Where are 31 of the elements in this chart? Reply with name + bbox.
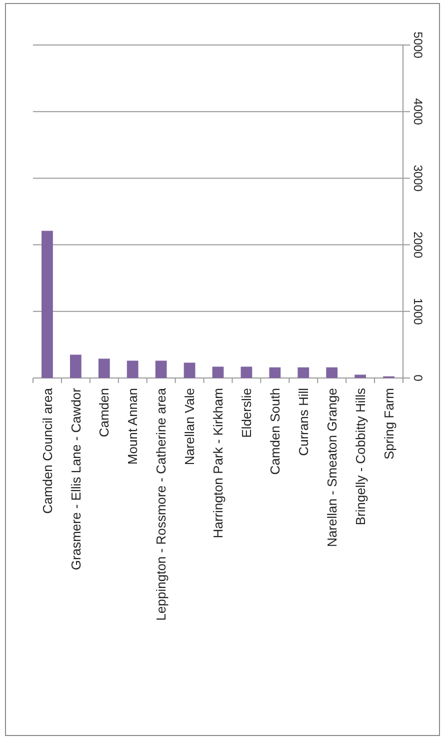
x-tick-label: Narellan Vale xyxy=(182,388,198,466)
bar xyxy=(298,367,310,378)
x-tick-label: Narellan - Smeaton Grange xyxy=(324,388,340,547)
x-tick-label: Harrington Park - Kirkham xyxy=(210,388,226,538)
bar xyxy=(98,358,110,378)
x-tick-label: Camden Council area xyxy=(40,387,55,514)
bar xyxy=(240,366,252,378)
x-tick-label: Currans Hill xyxy=(296,388,311,456)
x-tick-label: Mount Annan xyxy=(125,388,140,465)
x-tick-label: Camden South xyxy=(267,388,282,475)
x-tick-label: Spring Farm xyxy=(381,388,396,460)
bar xyxy=(354,374,366,378)
bar xyxy=(155,360,167,378)
y-tick-label: 1000 xyxy=(410,298,425,326)
x-tick-label: Camden xyxy=(96,388,112,438)
y-tick-label: 4000 xyxy=(410,98,425,126)
bar xyxy=(70,354,82,378)
bar xyxy=(269,367,281,378)
y-tick-label: 2000 xyxy=(410,231,425,258)
y-tick-label: 0 xyxy=(410,374,425,382)
y-tick-label: 5000 xyxy=(410,32,425,59)
y-tick-label: 3000 xyxy=(410,164,425,192)
x-tick-label: Bringelly - Cobbitty Hills xyxy=(352,388,368,526)
bar xyxy=(212,366,224,378)
x-tick-label: Leppington - Rossmore - Catherine area xyxy=(154,387,169,621)
bar xyxy=(126,360,138,378)
x-tick-label: Elderslie xyxy=(239,388,254,438)
x-tick-label: Grasmere - Ellis Lane - Cawdor xyxy=(68,387,84,570)
bar xyxy=(42,230,53,378)
bar xyxy=(184,362,196,378)
bar xyxy=(326,367,338,378)
